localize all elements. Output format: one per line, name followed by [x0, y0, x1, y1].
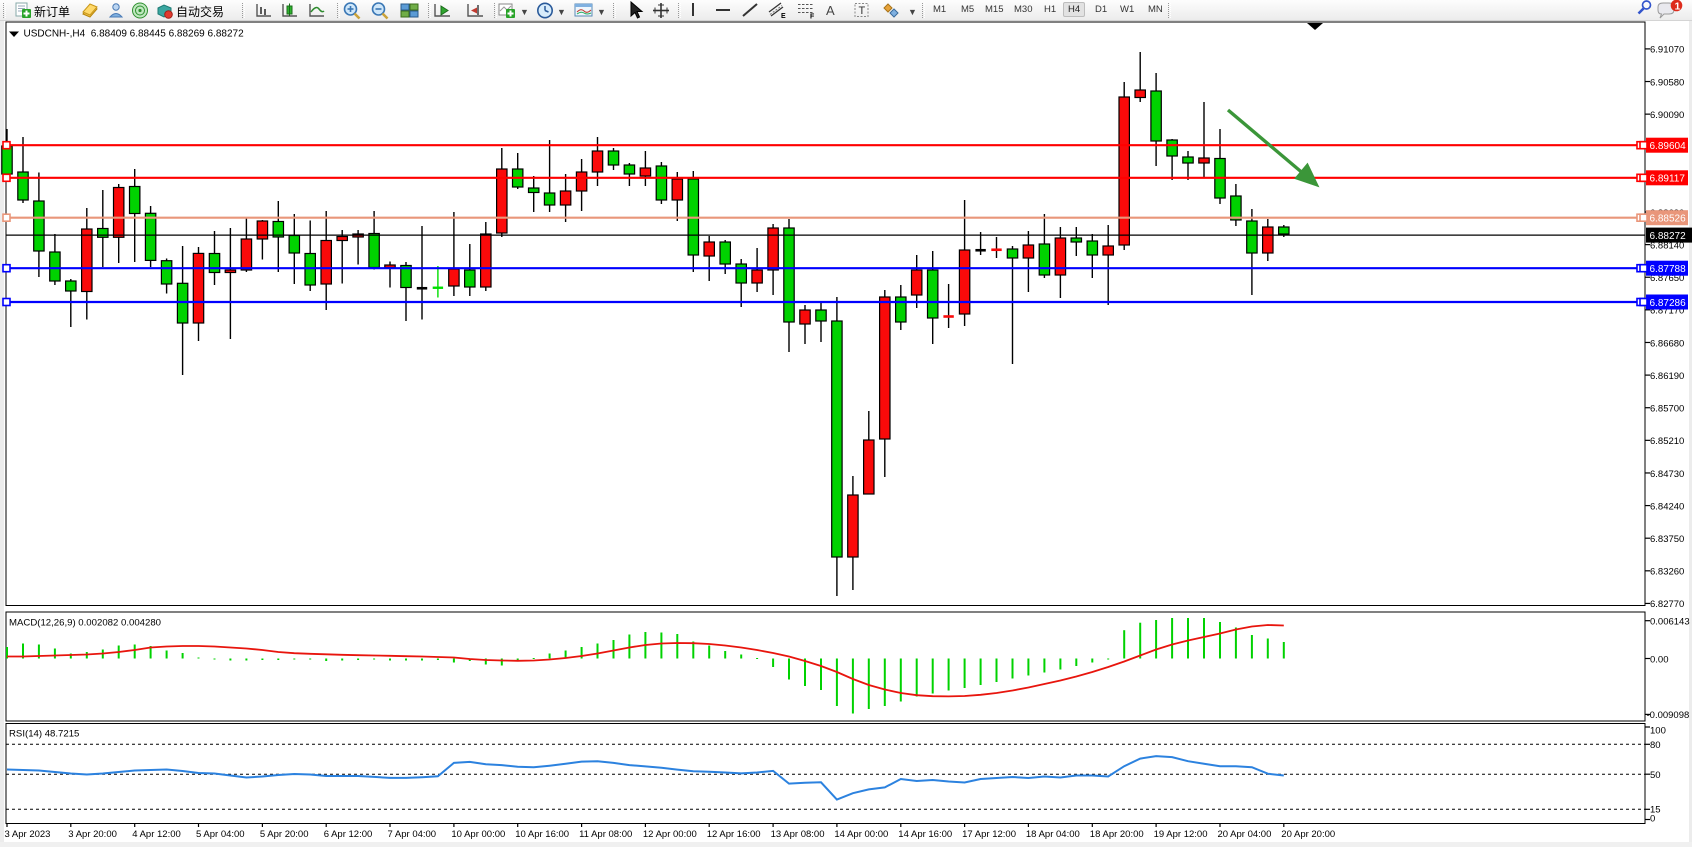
svg-text:1: 1 [1675, 1, 1681, 13]
svg-text:13 Apr 08:00: 13 Apr 08:00 [771, 829, 825, 840]
svg-text:6.82770: 6.82770 [1650, 599, 1684, 610]
svg-text:12 Apr 16:00: 12 Apr 16:00 [707, 829, 761, 840]
svg-text:4 Apr 12:00: 4 Apr 12:00 [132, 829, 181, 840]
svg-text:18 Apr 20:00: 18 Apr 20:00 [1090, 829, 1144, 840]
svg-text:6.86190: 6.86190 [1650, 371, 1684, 382]
svg-text:18 Apr 04:00: 18 Apr 04:00 [1026, 829, 1080, 840]
svg-text:6.83750: 6.83750 [1650, 534, 1684, 545]
svg-text:6.91070: 6.91070 [1650, 45, 1684, 56]
svg-text:0: 0 [1650, 813, 1655, 824]
svg-text:20 Apr 20:00: 20 Apr 20:00 [1281, 829, 1335, 840]
svg-text:6.84240: 6.84240 [1650, 501, 1684, 512]
svg-text:50: 50 [1650, 770, 1661, 781]
svg-text:12 Apr 00:00: 12 Apr 00:00 [643, 829, 697, 840]
svg-text:17 Apr 12:00: 17 Apr 12:00 [962, 829, 1016, 840]
svg-text:6.85210: 6.85210 [1650, 436, 1684, 447]
svg-text:6.83260: 6.83260 [1650, 567, 1684, 578]
svg-text:6.84730: 6.84730 [1650, 469, 1684, 480]
svg-text:20 Apr 04:00: 20 Apr 04:00 [1218, 829, 1272, 840]
svg-text:T: T [859, 5, 866, 17]
svg-text:19 Apr 12:00: 19 Apr 12:00 [1154, 829, 1208, 840]
svg-text:F: F [810, 14, 815, 20]
svg-text:0.006143: 0.006143 [1650, 617, 1690, 628]
svg-text:100: 100 [1650, 726, 1666, 737]
svg-text:14 Apr 00:00: 14 Apr 00:00 [834, 829, 888, 840]
svg-text:6.90580: 6.90580 [1650, 77, 1684, 88]
svg-text:6.87788: 6.87788 [1650, 264, 1687, 275]
svg-text:3 Apr 20:00: 3 Apr 20:00 [68, 829, 117, 840]
svg-text:3 Apr 2023: 3 Apr 2023 [5, 829, 51, 840]
svg-text:14 Apr 16:00: 14 Apr 16:00 [898, 829, 952, 840]
svg-text:6.87170: 6.87170 [1650, 306, 1684, 317]
svg-text:10 Apr 00:00: 10 Apr 00:00 [451, 829, 505, 840]
svg-text:6.86680: 6.86680 [1650, 338, 1684, 349]
svg-text:-0.009098: -0.009098 [1647, 710, 1690, 721]
svg-text:6.89117: 6.89117 [1650, 174, 1686, 185]
svg-text:E: E [781, 13, 786, 19]
svg-text:6.90090: 6.90090 [1650, 110, 1684, 121]
svg-text:5 Apr 20:00: 5 Apr 20:00 [260, 829, 309, 840]
svg-text:6.88140: 6.88140 [1650, 240, 1684, 251]
svg-text:USDCNH-,H4 6.88409 6.88445 6.: USDCNH-,H4 6.88409 6.88445 6.88269 6.882… [24, 29, 245, 40]
svg-text:6.89604: 6.89604 [1650, 141, 1687, 152]
svg-text:6.85700: 6.85700 [1650, 404, 1684, 415]
svg-text:80: 80 [1650, 740, 1661, 751]
svg-text:15: 15 [1650, 804, 1661, 815]
svg-text:11 Apr 08:00: 11 Apr 08:00 [579, 829, 632, 840]
svg-text:0.00: 0.00 [1650, 654, 1669, 665]
svg-text:RSI(14) 48.7215: RSI(14) 48.7215 [9, 729, 79, 740]
svg-text:5 Apr 04:00: 5 Apr 04:00 [196, 829, 245, 840]
svg-text:6.87650: 6.87650 [1650, 273, 1684, 284]
svg-text:6.88526: 6.88526 [1650, 214, 1687, 225]
svg-text:6 Apr 12:00: 6 Apr 12:00 [324, 829, 373, 840]
svg-text:6.87286: 6.87286 [1650, 298, 1687, 309]
svg-text:6.88272: 6.88272 [1650, 231, 1687, 242]
svg-text:MACD(12,26,9) 0.002082 0.00428: MACD(12,26,9) 0.002082 0.004280 [9, 618, 161, 629]
svg-text:10 Apr 16:00: 10 Apr 16:00 [515, 829, 569, 840]
svg-text:7 Apr 04:00: 7 Apr 04:00 [388, 829, 437, 840]
